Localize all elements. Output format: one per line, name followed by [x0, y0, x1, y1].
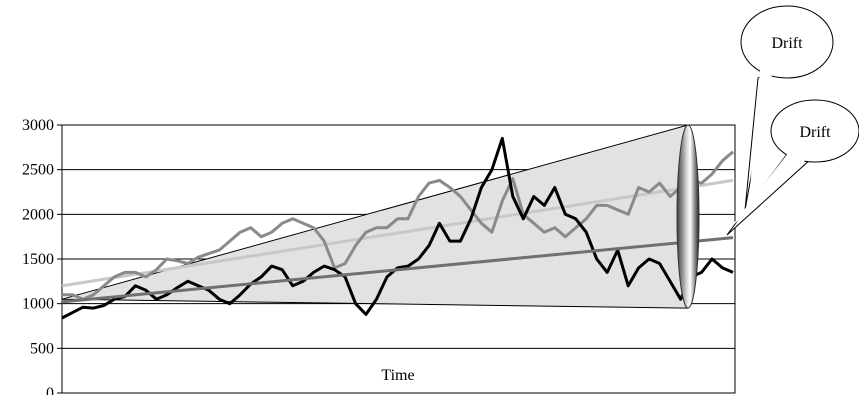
y-tick-label: 1000	[22, 296, 54, 313]
series-line-3	[61, 236, 734, 304]
drift-callout-1-text: Drift	[771, 35, 803, 52]
y-tick-labels: 0 500 1000 1500 2000 2500 3000	[22, 117, 54, 395]
drift-callout-1: Drift	[740, 5, 834, 211]
drift-callout-2: Drift	[726, 99, 859, 236]
y-tick-label: 500	[30, 340, 54, 357]
cone-end-ellipse	[676, 124, 700, 309]
x-axis-label: Time	[381, 367, 414, 384]
series-line-1	[62, 150, 734, 301]
y-tick-label: 0	[46, 385, 54, 395]
y-tick-label: 2500	[22, 162, 54, 179]
series-line-2	[61, 178, 734, 288]
y-tick-label: 2000	[22, 206, 54, 223]
series-layer	[61, 136, 734, 320]
y-tick-label: 1500	[22, 251, 54, 268]
drift-callout-2-text: Drift	[799, 124, 831, 141]
y-tick-label: 3000	[22, 117, 54, 134]
